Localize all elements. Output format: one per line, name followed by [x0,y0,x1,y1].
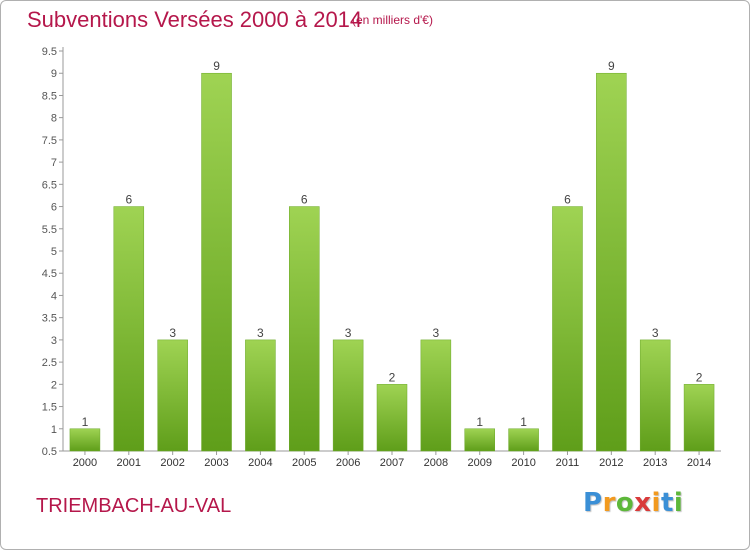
chart-labels: 1 2000 6 2001 3 2002 9 2003 3 2004 6 2005 3 2006 2 2007… [73,59,712,469]
x-tick-label: 2000 [73,457,97,469]
y-tick-label: 4.5 [42,268,57,280]
x-tick-label: 2012 [599,457,623,469]
x-tick-label: 2006 [336,457,360,469]
x-tick-label: 2004 [248,457,272,469]
logo-letter: r [602,488,616,518]
data-label: 6 [125,193,132,207]
bar [332,339,364,452]
data-label: 3 [652,326,659,340]
data-label: 2 [389,370,396,384]
y-tick-label: 5 [51,246,57,258]
bar [508,428,539,452]
logo-letter: i [651,488,661,518]
data-label: 3 [169,326,176,340]
bar [420,339,452,452]
data-label: 9 [608,59,615,73]
y-tick-label: 6 [51,202,57,214]
proxiti-logo[interactable]: Proxiti [583,488,683,518]
data-label: 2 [696,370,703,384]
bar [596,72,627,452]
x-tick-label: 2013 [643,457,667,469]
y-tick-label: 6.5 [42,179,57,191]
data-label: 1 [520,415,527,429]
logo-letter: P [583,488,603,518]
x-tick-label: 2014 [687,457,711,469]
data-label: 6 [564,193,571,207]
y-tick-label: 3 [51,335,57,347]
y-tick-label: 2.5 [42,357,57,369]
bar [683,384,715,452]
y-tick-label: 8.5 [42,90,57,102]
x-tick-label: 2010 [511,457,535,469]
y-tick-label: 4 [51,290,57,302]
commune-name: TRIEMBACH-AU-VAL [36,495,232,517]
data-label: 3 [257,326,264,340]
x-tick-label: 2002 [160,457,184,469]
bar [552,206,583,452]
bar [157,339,188,452]
bar [289,206,320,452]
y-tick-label: 7 [51,157,57,169]
logo-letter: x [634,488,652,518]
y-tick-label: 7.5 [42,135,57,147]
data-label: 1 [476,415,483,429]
y-tick-label: 5.5 [42,224,57,236]
bar [464,428,495,452]
x-tick-label: 2008 [424,457,448,469]
page-title: Subventions Versées 2000 à 2014 [27,7,363,32]
bar [113,206,145,452]
logo-letter: t [660,488,674,518]
chart-axes: 0.5 1 1.5 2 2.5 3 3.5 4 4.5 5 5.5 6 6.5 7 7.5 8 8.5 9 9.5 [42,46,721,458]
bar [69,428,101,452]
chart-subtitle: (en milliers d'€) [352,13,433,27]
chart-bars [69,72,715,452]
logo-letter: i [673,488,684,518]
y-tick-label: 9.5 [42,46,57,58]
bar [639,339,671,452]
y-tick-label: 2 [51,379,57,391]
data-label: 3 [345,326,352,340]
x-tick-label: 2003 [204,457,228,469]
y-tick-label: 0.5 [42,446,57,458]
data-label: 9 [213,59,220,73]
x-tick-label: 2011 [556,457,580,469]
y-tick-label: 1 [51,424,57,436]
y-tick-label: 8 [51,113,57,125]
x-tick-label: 2001 [117,457,141,469]
x-tick-label: 2009 [467,457,491,469]
bar [201,72,232,452]
logo-letter: o [615,488,635,518]
y-tick-label: 1.5 [42,402,57,414]
bar [376,384,408,452]
y-tick-label: 9 [51,68,57,80]
data-label: 6 [301,193,308,207]
data-label: 1 [82,415,89,429]
bar [245,339,276,452]
x-tick-label: 2005 [292,457,316,469]
data-label: 3 [433,326,440,340]
y-tick-label: 3.5 [42,313,57,325]
x-tick-label: 2007 [380,457,404,469]
